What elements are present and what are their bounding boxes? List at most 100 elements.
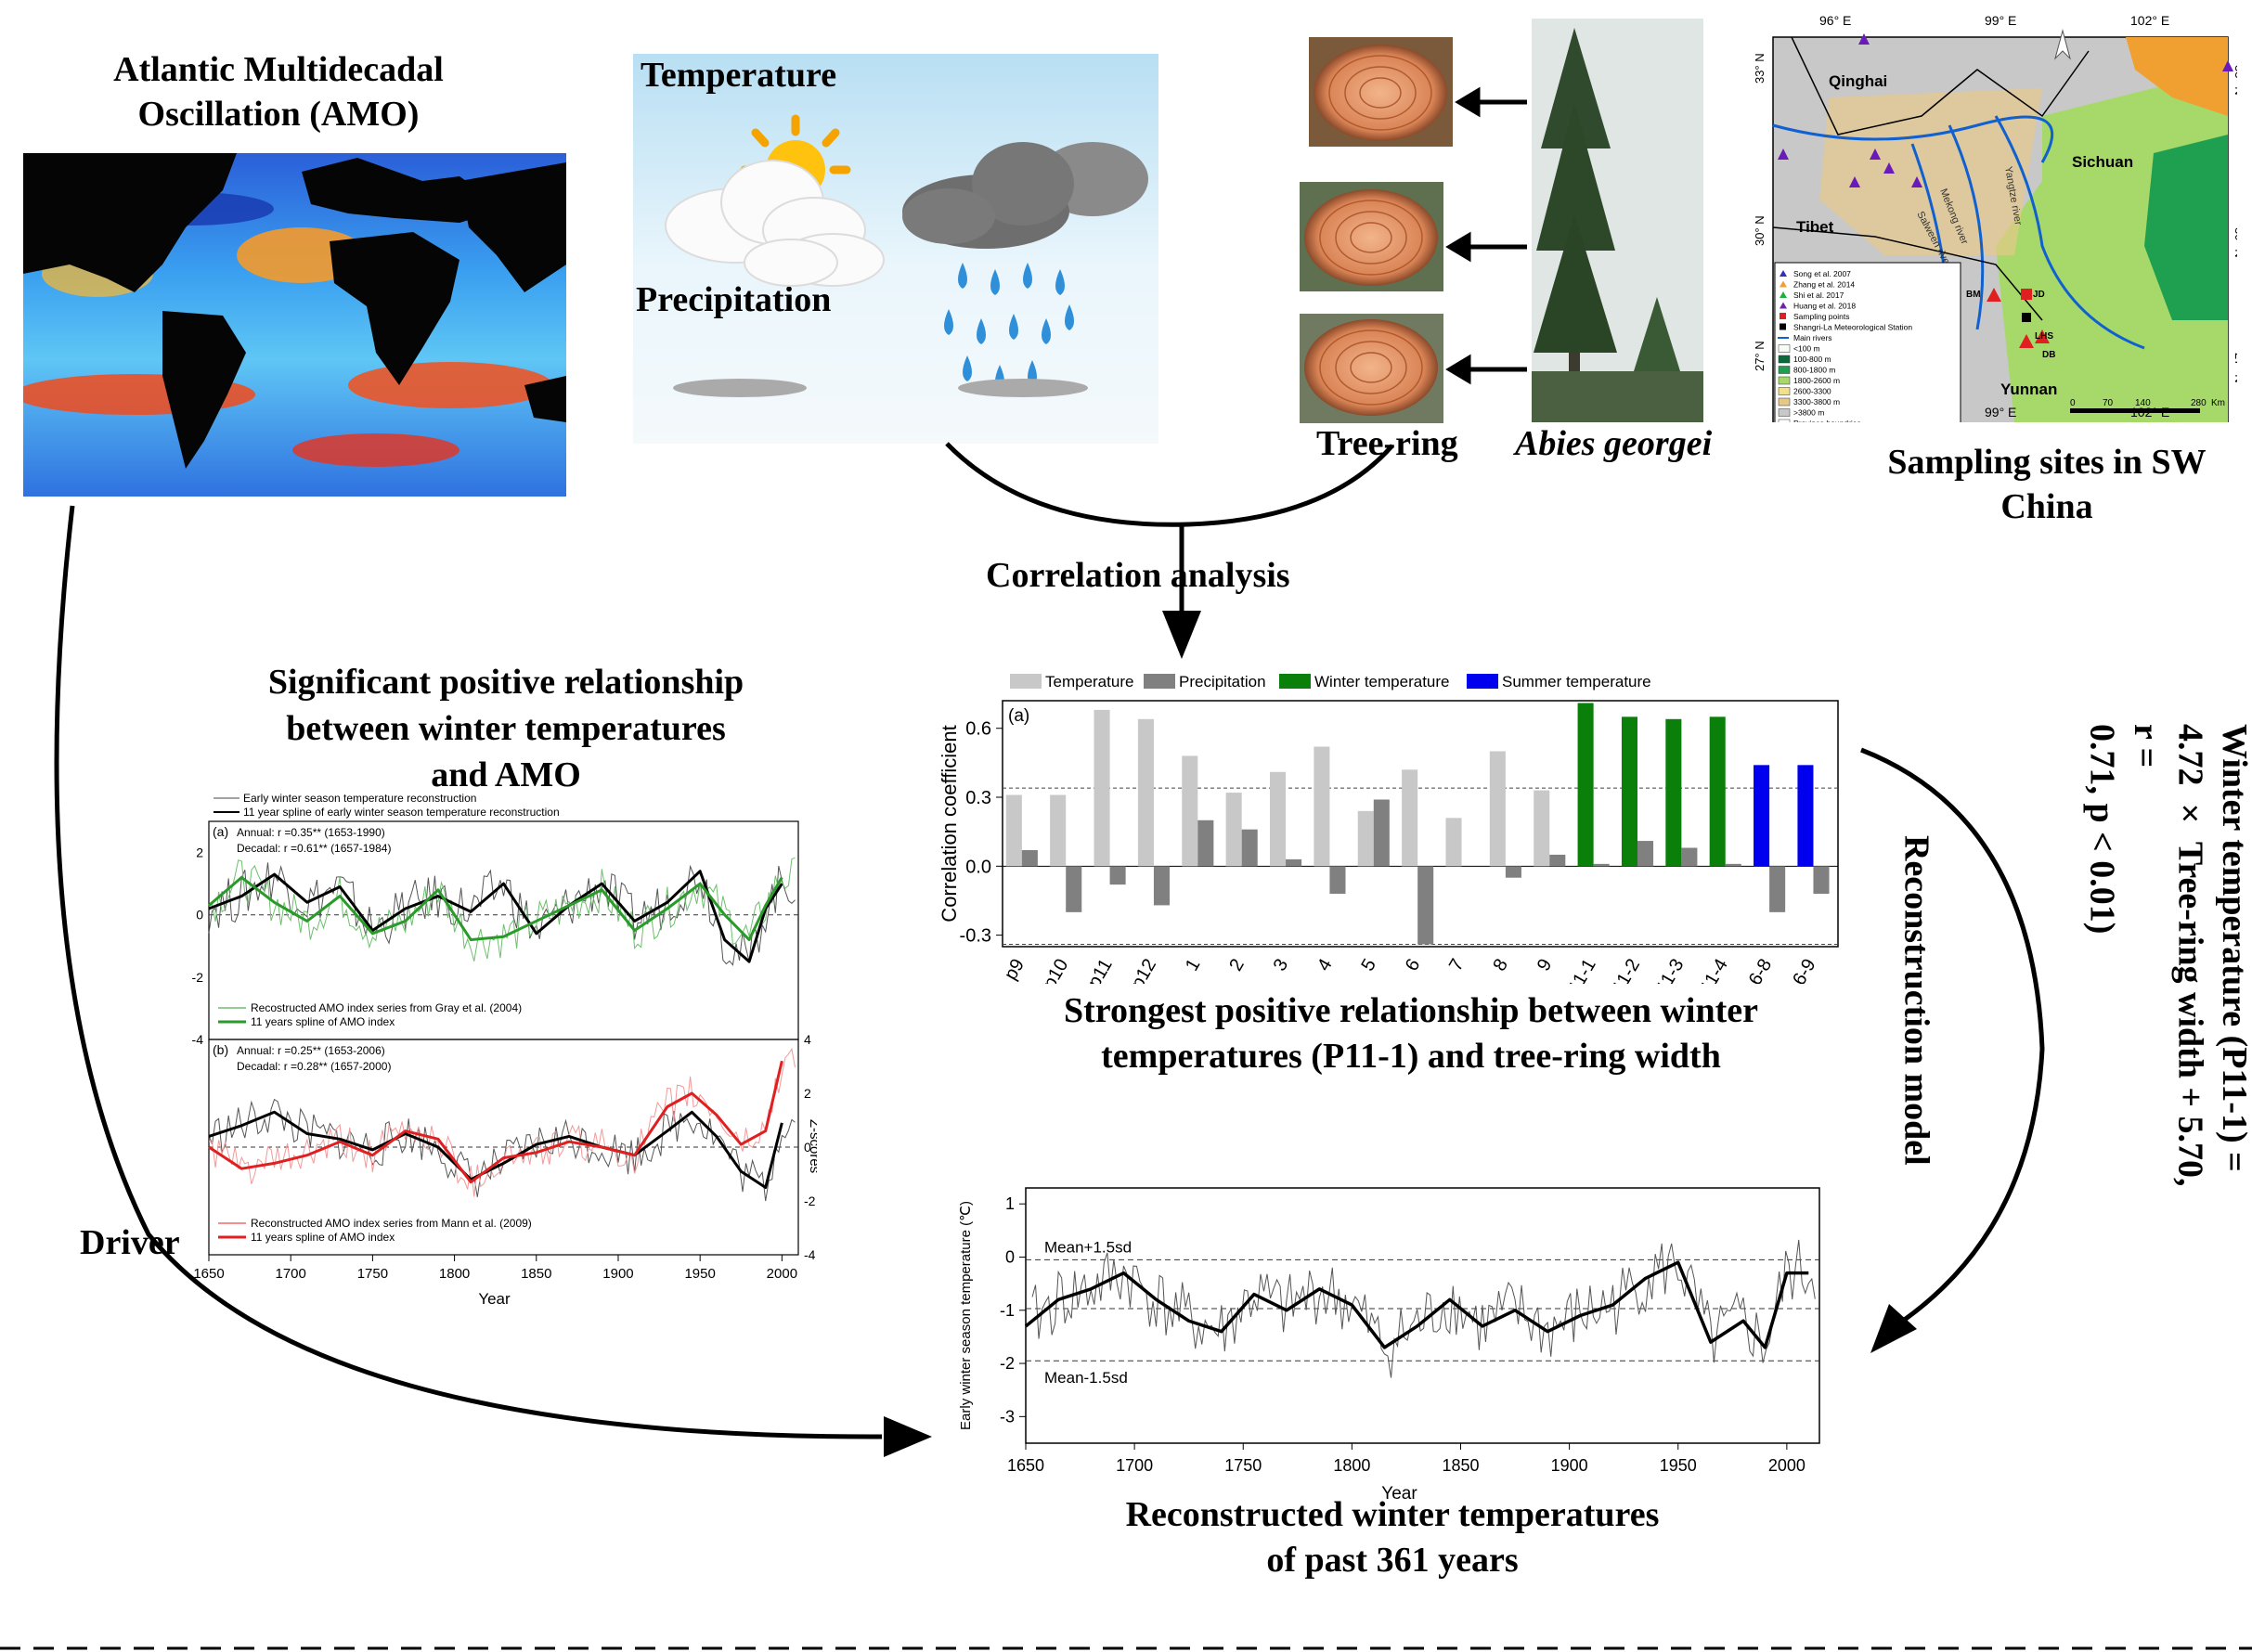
x-tick-label: 1700 [276, 1266, 306, 1282]
correlation-annotation: Annual: r =0.35** (1653-1990) [237, 826, 385, 839]
x-axis-label: Year [1381, 1484, 1417, 1499]
legend-symbol [1780, 313, 1786, 319]
temperature-bar [1577, 703, 1594, 867]
x-tick-label: p9 [1001, 956, 1029, 984]
x-tick-label: 1850 [521, 1266, 551, 1282]
site-marker [1883, 162, 1895, 174]
precipitation-label: Precipitation [636, 280, 832, 319]
site-code-label: JD [2033, 290, 2045, 300]
tree-ring-samples [1300, 19, 1703, 423]
legend-label: <100 m [1793, 344, 1820, 354]
scale-label: 280 [2191, 398, 2207, 408]
x-tick-label: 5 [1357, 956, 1380, 975]
x-tick-label: 7 [1445, 956, 1469, 975]
x-tick-label: 2 [1225, 956, 1249, 975]
reconstruction-line-chart: Mean+1.5sd Mean-1.5sd 1 0 -1 -2 -3 1650 1700 1750… [958, 1187, 1820, 1499]
y-tick-label: -1 [1000, 1301, 1015, 1320]
panel-label: (a) [213, 824, 228, 839]
temperature-bar [1137, 718, 1154, 867]
temperature-bar [1797, 765, 1814, 867]
legend-label: Shangri-La Meteorological Station [1793, 323, 1912, 332]
x-tick-label: p10 [1040, 956, 1073, 985]
legend-label: Main rivers [1793, 333, 1832, 342]
tree-to-ring-arrows [1445, 86, 1527, 385]
precipitation-bar [1021, 849, 1038, 867]
precipitation-bar [1681, 847, 1698, 867]
regression-equation: Winter temperature (P11-1) = 4.72 × Tree… [2082, 724, 2252, 1187]
precipitation-bar [1593, 863, 1610, 867]
scale-label: Km [2211, 398, 2225, 408]
y-tick-label: 0 [1005, 1247, 1015, 1266]
legend-symbol [1778, 397, 1791, 407]
reconstruction-model-label: Reconstruction model [1896, 835, 1936, 1166]
lon-label: 102° E [2130, 14, 2169, 28]
correlation-analysis-label: Correlation analysis [986, 556, 1290, 595]
y-tick-label: 0 [196, 908, 203, 923]
lat-label: 30° N [1753, 215, 1767, 246]
scale-bar [2070, 408, 2200, 413]
precipitation-bar [1241, 829, 1258, 867]
province-boundary [1772, 226, 2043, 321]
legend-label: Temperature [1045, 673, 1133, 690]
temperature-bar [1314, 746, 1330, 867]
x-tick-label: 1650 [1007, 1456, 1044, 1475]
x-tick-label: 3 [1270, 956, 1293, 975]
merge-arc [945, 442, 1394, 527]
site-marker [1849, 176, 1860, 187]
x-tick-label: 1850 [1442, 1456, 1479, 1475]
x-tick-label: p11 [1084, 956, 1117, 985]
tree-ring-disc [1300, 314, 1443, 423]
y-tick-label: 4 [804, 1032, 811, 1047]
x-tick-label: 1800 [1333, 1456, 1370, 1475]
amo-title: Atlantic Multidecadal Oscillation (AMO) [113, 50, 444, 134]
driver-label: Driver [80, 1223, 180, 1262]
south-america [162, 311, 246, 469]
strongest-relationship-caption: Strongest positive relationship between … [1063, 991, 1758, 1077]
x-tick-label: 1700 [1116, 1456, 1153, 1475]
y-tick-label: 2 [804, 1086, 811, 1101]
temperature-bar [1094, 709, 1110, 867]
amo-spline [208, 875, 783, 942]
precipitation-bar [1066, 866, 1082, 912]
province-boundary [1791, 36, 2090, 136]
x-tick-label: 1750 [1224, 1456, 1262, 1475]
y-tick-label: 1 [1005, 1194, 1015, 1213]
y-tick-label: 2 [196, 845, 203, 860]
tree-ring-label: Tree-ring [1316, 424, 1458, 463]
tree-ring-disc [1300, 182, 1443, 291]
y-tick-label: -2 [1000, 1354, 1015, 1373]
temperature-bar [1050, 794, 1067, 867]
precipitation-bar [1549, 854, 1566, 867]
sampling-point [2019, 334, 2034, 348]
australia [524, 376, 566, 422]
shadow [673, 379, 807, 397]
legend-swatch [1010, 674, 1042, 689]
legend-label: 100-800 m [1793, 355, 1831, 364]
y-tick-label: -3 [1000, 1407, 1015, 1426]
weather-illustration [665, 114, 1148, 397]
lat-label: 30° N [2233, 227, 2237, 258]
legend-symbol [1780, 323, 1786, 330]
y-tick-label: -2 [192, 970, 204, 985]
raw-amo-series [208, 857, 796, 962]
sampling-point [2035, 329, 2050, 343]
x-tick-label: 1900 [602, 1266, 633, 1282]
precipitation-bar [1286, 858, 1302, 867]
precipitation-bar [1373, 799, 1390, 867]
x-tick-label: 1650 [193, 1266, 224, 1282]
scale-label: 140 [2135, 398, 2151, 408]
legend-symbol [1778, 408, 1791, 417]
legend-symbol [1780, 280, 1787, 288]
panel-label: (a) [1008, 706, 1029, 726]
x-tick-label: 9 [1534, 956, 1557, 975]
temperature-bar [1005, 794, 1022, 867]
panel-label: (b) [213, 1042, 228, 1057]
y-tick-label: 0 [804, 1140, 811, 1155]
y-tick-label: -2 [804, 1194, 816, 1208]
legend-label: Shi et al. 2017 [1793, 290, 1844, 300]
lon-label: 96° E [1819, 14, 1851, 28]
region-label: Tibet [1796, 218, 1834, 236]
amo-sst-map [14, 153, 566, 497]
legend-box [1774, 262, 1961, 422]
